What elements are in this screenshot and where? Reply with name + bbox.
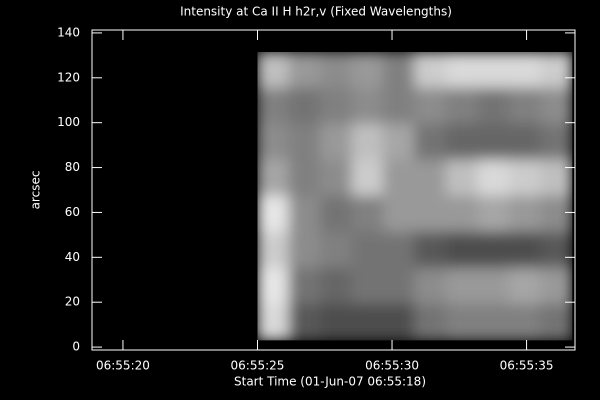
heat-cell bbox=[414, 123, 447, 161]
heat-cell bbox=[351, 87, 384, 125]
x-tick-label: 06:55:35 bbox=[500, 359, 554, 373]
heat-cell bbox=[257, 231, 290, 269]
heat-cell bbox=[508, 123, 542, 161]
heat-cell bbox=[508, 231, 542, 269]
plot-frame bbox=[91, 29, 576, 351]
heat-cell bbox=[414, 267, 447, 305]
heat-cell bbox=[288, 267, 321, 305]
heat-cell bbox=[257, 123, 290, 161]
heat-cell bbox=[445, 303, 479, 341]
x-tick-label: 06:55:30 bbox=[365, 359, 419, 373]
y-tick-label: 140 bbox=[57, 25, 80, 39]
y-tick-label: 60 bbox=[65, 205, 80, 219]
heat-cell bbox=[382, 231, 416, 269]
heat-cell bbox=[257, 195, 290, 233]
heat-cell bbox=[508, 267, 542, 305]
heat-cell bbox=[319, 231, 353, 269]
heat-cell bbox=[351, 159, 384, 197]
heat-cell bbox=[319, 267, 353, 305]
heat-cell bbox=[445, 267, 479, 305]
heat-cell bbox=[257, 159, 290, 197]
heat-cell bbox=[288, 303, 321, 341]
heat-cell bbox=[540, 159, 573, 197]
heat-cell bbox=[257, 267, 290, 305]
y-tick-label: 120 bbox=[57, 70, 80, 84]
heat-cell bbox=[288, 51, 321, 89]
heat-cell bbox=[319, 51, 353, 89]
heat-cell bbox=[351, 195, 384, 233]
heat-cell bbox=[508, 195, 542, 233]
x-tick-label: 06:55:25 bbox=[231, 359, 285, 373]
heat-cell bbox=[445, 159, 479, 197]
heat-cell bbox=[477, 195, 510, 233]
heat-cell bbox=[319, 159, 353, 197]
heat-cell bbox=[477, 303, 510, 341]
heat-cell bbox=[508, 303, 542, 341]
heat-cell bbox=[414, 159, 447, 197]
heat-cell bbox=[382, 159, 416, 197]
heat-cell bbox=[288, 159, 321, 197]
heat-cell bbox=[351, 303, 384, 341]
y-tick-label: 80 bbox=[65, 160, 80, 174]
heat-cell bbox=[414, 231, 447, 269]
heat-cell bbox=[508, 159, 542, 197]
heat-cell bbox=[319, 303, 353, 341]
heat-cell bbox=[540, 231, 573, 269]
heat-cell bbox=[540, 123, 573, 161]
y-tick-label: 20 bbox=[65, 295, 80, 309]
heat-cell bbox=[288, 87, 321, 125]
heat-cell bbox=[288, 195, 321, 233]
heat-cell bbox=[414, 303, 447, 341]
heat-cell bbox=[288, 123, 321, 161]
heat-cell bbox=[382, 303, 416, 341]
heat-cell bbox=[382, 267, 416, 305]
heat-cell bbox=[445, 51, 479, 89]
heat-cell bbox=[257, 51, 290, 89]
heat-cell bbox=[540, 303, 573, 341]
heat-cell bbox=[382, 123, 416, 161]
heat-cell bbox=[382, 195, 416, 233]
heat-cell bbox=[257, 87, 290, 125]
heat-cell bbox=[319, 195, 353, 233]
heat-cell bbox=[477, 123, 510, 161]
heat-cell bbox=[351, 231, 384, 269]
heat-cell bbox=[477, 267, 510, 305]
heat-cell bbox=[382, 87, 416, 125]
heat-cell bbox=[508, 87, 542, 125]
chart-title: Intensity at Ca II H h2r,v (Fixed Wavele… bbox=[180, 5, 452, 19]
heat-cell bbox=[540, 267, 573, 305]
heat-cell bbox=[351, 123, 384, 161]
heat-cell bbox=[319, 87, 353, 125]
heat-cell bbox=[351, 51, 384, 89]
heat-cell bbox=[445, 123, 479, 161]
heat-cell bbox=[288, 231, 321, 269]
x-tick-label: 06:55:20 bbox=[96, 359, 150, 373]
heat-cell bbox=[477, 87, 510, 125]
y-axis-label: arcsec bbox=[29, 171, 43, 210]
heat-cell bbox=[508, 51, 542, 89]
heat-cell bbox=[257, 303, 290, 341]
y-tick-label: 0 bbox=[72, 340, 80, 354]
heat-cell bbox=[445, 195, 479, 233]
heat-cell bbox=[414, 87, 447, 125]
heat-cell bbox=[540, 51, 573, 89]
heat-cell bbox=[414, 51, 447, 89]
heat-cell bbox=[351, 267, 384, 305]
heat-cell bbox=[477, 51, 510, 89]
y-tick-label: 100 bbox=[57, 115, 80, 129]
heat-cell bbox=[445, 87, 479, 125]
heat-cell bbox=[540, 195, 573, 233]
intensity-image bbox=[257, 51, 573, 341]
heat-cell bbox=[319, 123, 353, 161]
heat-cell bbox=[445, 231, 479, 269]
x-axis-label: Start Time (01-Jun-07 06:55:18) bbox=[234, 375, 426, 389]
heat-cell bbox=[540, 87, 573, 125]
heat-cell bbox=[477, 231, 510, 269]
heat-cell bbox=[414, 195, 447, 233]
y-tick-label: 40 bbox=[65, 250, 80, 264]
heat-cell bbox=[382, 51, 416, 89]
heat-cell bbox=[477, 159, 510, 197]
